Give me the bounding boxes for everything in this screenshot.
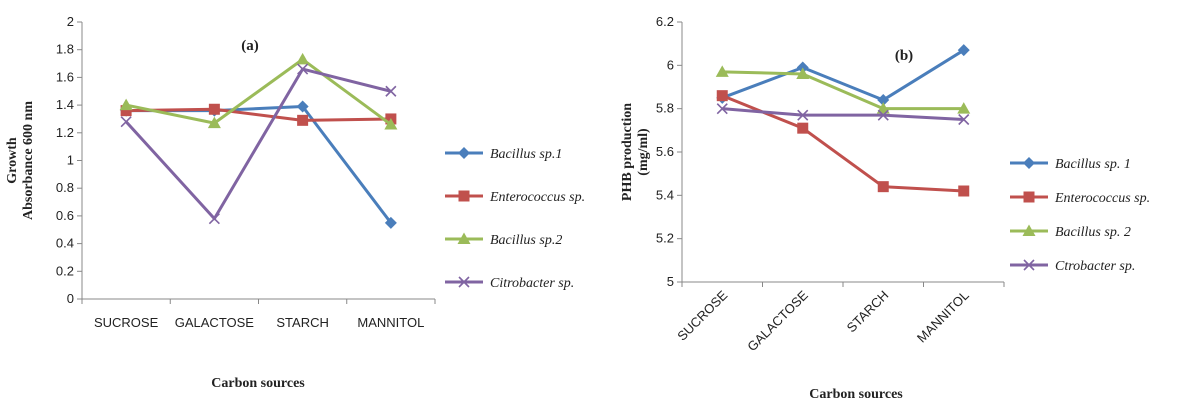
y-tick-label: 5.2 <box>656 231 674 246</box>
data-point <box>297 63 309 75</box>
chart-a-svg: 0 0.2 0.4 0.6 0.8 1 1.2 1.4 1.6 1.8 2 SUCROSE GALACT… <box>5 14 585 391</box>
y-tick-label: 0.8 <box>56 180 74 195</box>
data-point <box>207 116 221 129</box>
data-point <box>208 103 220 115</box>
y-tick-label: 0.4 <box>56 236 74 251</box>
data-point <box>120 105 132 117</box>
legend-marker-1 <box>1023 191 1035 203</box>
legend: Bacillus sp.1 Enterococcus sp. Bacillus sp… <box>445 147 585 291</box>
y-tick-label: 5.8 <box>656 101 674 116</box>
legend: Bacillus sp. 1 Enterococcus sp. Bacillus s… <box>1010 157 1150 274</box>
legend-marker-1 <box>458 190 470 202</box>
series-line-3 <box>125 67 392 221</box>
legend-label-0: Bacillus sp.1 <box>490 147 562 162</box>
legend-marker-2 <box>1022 224 1036 236</box>
chart-panel-a: 0 0.2 0.4 0.6 0.8 1 1.2 1.4 1.6 1.8 2 SUCROSE GALACT… <box>5 14 585 391</box>
panel-label: (b) <box>895 48 913 64</box>
x-tick-label: MANNITOL <box>914 288 972 346</box>
data-point <box>296 100 309 113</box>
y-tick-label: 1.4 <box>56 97 74 112</box>
y-tick-label: 5 <box>667 274 674 289</box>
data-point <box>797 122 809 134</box>
series-3 <box>716 103 970 126</box>
legend-label-2: Bacillus sp.2 <box>490 233 562 248</box>
series-line-2 <box>722 70 964 111</box>
y-tick-label: 5.6 <box>656 144 674 159</box>
y-axis-title-line2: (mg/ml) <box>636 128 651 176</box>
data-point <box>119 98 133 111</box>
series-3 <box>120 63 397 225</box>
data-point <box>384 216 397 229</box>
y-tick-label: 1 <box>67 153 74 168</box>
data-point <box>877 94 890 106</box>
data-point <box>957 44 970 57</box>
data-point <box>120 116 132 128</box>
data-point <box>797 109 809 121</box>
panel-label: (a) <box>241 38 259 54</box>
data-point <box>958 185 970 197</box>
x-tick-label: SUCROSE <box>674 287 730 343</box>
x-axis-title: Carbon sources <box>211 376 305 391</box>
legend-label-2: Bacillus sp. 2 <box>1055 225 1131 240</box>
y-tick-label: 1.2 <box>56 125 74 140</box>
y-axis-title-line2: Absorbance 600 nm <box>21 101 36 220</box>
data-point <box>796 67 810 79</box>
legend-label-1: Enterococcus sp. <box>489 190 585 205</box>
y-axis-title-line1: Growth <box>5 137 20 184</box>
legend-label-1: Enterococcus sp. <box>1054 191 1150 206</box>
legend-marker-2 <box>457 232 471 244</box>
legend-label-3: Ctrobacter sp. <box>1055 259 1135 274</box>
y-tick-label: 0.6 <box>56 208 74 223</box>
legend-marker-0 <box>458 147 470 159</box>
data-point <box>958 113 970 126</box>
data-point <box>385 85 397 97</box>
y-tick-label: 0.2 <box>56 263 74 278</box>
y-tick-label: 6 <box>667 57 674 72</box>
y-tick-label: 5.4 <box>656 187 674 202</box>
x-tick-label: STARCH <box>844 288 892 336</box>
x-tick-label: GALACTOSE <box>744 287 811 354</box>
y-tick-label: 1.6 <box>56 69 74 84</box>
series-2 <box>119 52 398 130</box>
y-tick-label: 2 <box>67 14 74 29</box>
legend-marker-3 <box>1023 259 1035 271</box>
series-1 <box>716 90 970 197</box>
x-tick-label: STARCH <box>276 315 328 330</box>
series-2 <box>715 65 971 114</box>
series-line-1 <box>126 107 391 122</box>
legend-marker-0 <box>1023 157 1035 169</box>
data-point <box>957 102 971 114</box>
x-tick-label: MANNITOL <box>357 315 424 330</box>
y-axis-title-line1: PHB production <box>620 103 635 201</box>
y-tick-label: 0 <box>67 291 74 306</box>
series-line-2 <box>125 57 392 126</box>
data-point <box>384 117 398 130</box>
data-point <box>296 52 310 65</box>
legend-label-0: Bacillus sp. 1 <box>1055 157 1131 172</box>
data-point <box>716 103 728 115</box>
data-point <box>877 181 889 193</box>
data-point <box>297 114 309 126</box>
chart-b-svg: 5 5.2 5.4 5.6 5.8 6 6.2 SUCROSE GALACTOSE STARCH M… <box>620 14 1150 402</box>
x-axis-title: Carbon sources <box>809 387 903 402</box>
x-tick-label: GALACTOSE <box>175 315 255 330</box>
data-point <box>716 90 728 102</box>
data-point <box>877 109 889 121</box>
chart-panel-b: 5 5.2 5.4 5.6 5.8 6 6.2 SUCROSE GALACTOSE STARCH M… <box>600 0 1183 405</box>
legend-label-3: Citrobacter sp. <box>490 276 574 291</box>
y-tick-label: 1.8 <box>56 42 74 57</box>
data-point <box>208 213 220 225</box>
series-line-0 <box>721 48 965 102</box>
data-point <box>715 65 729 77</box>
series-line-3 <box>722 107 964 121</box>
legend-marker-3 <box>458 276 470 288</box>
x-tick-label: SUCROSE <box>94 315 159 330</box>
y-tick-label: 6.2 <box>656 14 674 29</box>
series-0 <box>716 44 970 106</box>
